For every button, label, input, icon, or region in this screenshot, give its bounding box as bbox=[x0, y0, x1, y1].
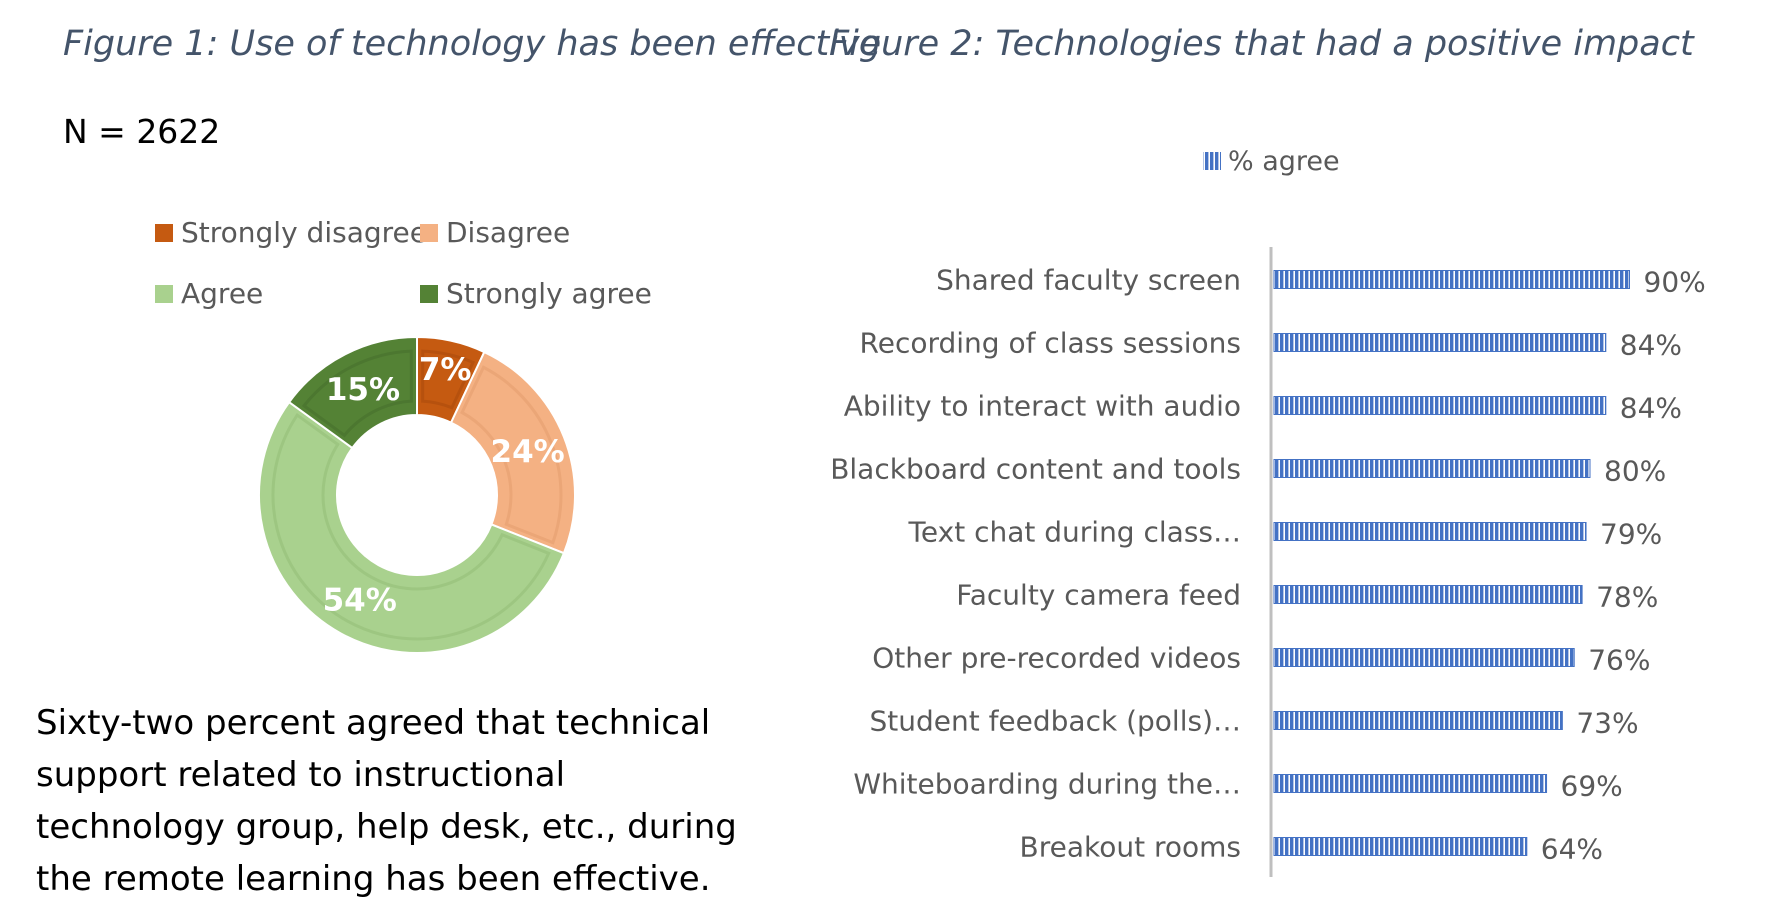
bar-category-label: Text chat during class… bbox=[908, 516, 1241, 549]
bar-category-label: Whiteboarding during the… bbox=[853, 768, 1241, 801]
bar-value-label: 90% bbox=[1644, 266, 1706, 299]
bar-legend: % agree bbox=[1203, 146, 1340, 177]
bar-value-label: 73% bbox=[1576, 707, 1638, 740]
doughnut-label-disagree: 24% bbox=[491, 434, 565, 470]
doughnut-data-labels: 7% 24% 54% 15% bbox=[323, 352, 565, 618]
legend-swatch-agree bbox=[1203, 152, 1221, 170]
doughnut-label-strongly-agree: 15% bbox=[326, 372, 400, 408]
bar-mark bbox=[1273, 585, 1583, 604]
bar-value-label: 78% bbox=[1596, 581, 1658, 614]
doughnut-slice-disagree bbox=[449, 350, 576, 555]
bar-data-labels: 90% 84% 84% 80% 79% 78% 76% 73% 69% 64% bbox=[1541, 266, 1706, 866]
bar-category-labels: Shared faculty screen Recording of class … bbox=[830, 264, 1241, 864]
doughnut-slice-bevel-strongly-disagree bbox=[421, 349, 476, 410]
bar-value-label: 84% bbox=[1620, 329, 1682, 362]
bar-value-label: 80% bbox=[1604, 455, 1666, 488]
bar-value-label: 64% bbox=[1541, 833, 1603, 866]
doughnut-legend: Strongly disagree Disagree Agree Strongly a… bbox=[155, 216, 652, 310]
bar-mark bbox=[1273, 270, 1630, 289]
bar-value-label: 79% bbox=[1600, 518, 1662, 551]
doughnut-chart: Strongly disagree Disagree Agree Strongly a… bbox=[155, 216, 652, 654]
bar-category-label: Breakout rooms bbox=[1020, 831, 1241, 864]
doughnut-slice-bevel-strongly-agree bbox=[301, 349, 413, 438]
legend-label-strongly-disagree: Strongly disagree bbox=[181, 216, 427, 249]
sample-size-label: N = 2622 bbox=[63, 112, 221, 151]
bar-mark bbox=[1273, 837, 1528, 856]
bar-mark bbox=[1273, 333, 1607, 352]
bar-mark bbox=[1273, 648, 1575, 667]
legend-swatch-disagree bbox=[420, 224, 438, 242]
doughnut-label-strongly-disagree: 7% bbox=[419, 352, 472, 388]
bar-chart: % agree Shared faculty screen Recording o… bbox=[830, 146, 1706, 877]
legend-label-agree: Agree bbox=[181, 277, 263, 310]
bar-category-label: Recording of class sessions bbox=[860, 327, 1241, 360]
bar-category-label: Shared faculty screen bbox=[936, 264, 1241, 297]
bar-mark bbox=[1273, 522, 1587, 541]
bar-mark bbox=[1273, 711, 1563, 730]
bar-category-label: Student feedback (polls)… bbox=[869, 705, 1241, 738]
bar-mark bbox=[1273, 774, 1548, 793]
bar-mark bbox=[1273, 396, 1607, 415]
doughnut-slice-strongly-agree bbox=[287, 335, 418, 450]
doughnut-slice-bevel-disagree bbox=[460, 365, 563, 545]
legend-swatch-strongly-disagree bbox=[155, 224, 173, 242]
bar-mark bbox=[1273, 459, 1591, 478]
figure1-title: Figure 1: Use of technology has been eff… bbox=[63, 24, 882, 64]
bar-marks bbox=[1273, 270, 1630, 856]
bar-value-label: 76% bbox=[1588, 644, 1650, 677]
bar-category-label: Ability to interact with audio bbox=[844, 390, 1241, 423]
caption-text: Sixty-two percent agreed that technical … bbox=[36, 703, 737, 899]
legend-label-strongly-agree: Strongly agree bbox=[446, 277, 652, 310]
legend-swatch-agree bbox=[155, 285, 173, 303]
bar-category-label: Blackboard content and tools bbox=[830, 453, 1241, 486]
bar-category-label: Faculty camera feed bbox=[956, 579, 1241, 612]
doughnut-slices bbox=[258, 335, 576, 654]
bar-value-label: 84% bbox=[1620, 392, 1682, 425]
legend-label-agree: % agree bbox=[1228, 146, 1340, 177]
doughnut-slice-agree bbox=[258, 400, 566, 654]
figure2-title: Figure 2: Technologies that had a positi… bbox=[829, 24, 1694, 64]
legend-swatch-strongly-agree bbox=[420, 285, 438, 303]
doughnut-slice-bevel-agree bbox=[271, 412, 551, 641]
doughnut-label-agree: 54% bbox=[323, 582, 397, 618]
legend-label-disagree: Disagree bbox=[446, 216, 570, 249]
bar-value-label: 69% bbox=[1561, 770, 1623, 803]
bar-category-label: Other pre-recorded videos bbox=[872, 642, 1241, 675]
